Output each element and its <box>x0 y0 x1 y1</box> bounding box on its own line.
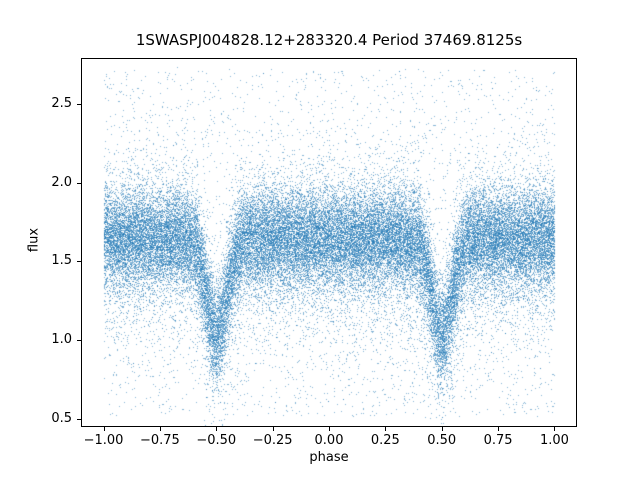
y-tick-label: 2.5 <box>51 95 72 111</box>
y-tick-mark <box>77 261 81 262</box>
y-tick-label: 1.0 <box>51 332 72 348</box>
y-tick-mark <box>77 183 81 184</box>
x-tick-label: 0.50 <box>427 433 457 448</box>
y-tick-label: 0.5 <box>51 411 72 427</box>
x-tick-mark <box>104 427 105 431</box>
x-tick-label: −1.00 <box>83 433 124 448</box>
x-tick-label: −0.50 <box>196 433 237 448</box>
y-axis-label: flux <box>26 227 42 253</box>
x-axis-label: phase <box>309 450 349 465</box>
x-tick-label: 0.00 <box>314 433 344 448</box>
x-tick-label: 0.75 <box>483 433 513 448</box>
x-tick-mark <box>385 427 386 431</box>
x-tick-label: 0.25 <box>370 433 400 448</box>
x-tick-mark <box>216 427 217 431</box>
x-tick-mark <box>442 427 443 431</box>
x-tick-mark <box>160 427 161 431</box>
x-tick-mark <box>554 427 555 431</box>
y-tick-mark <box>77 340 81 341</box>
y-tick-label: 1.5 <box>51 253 72 269</box>
y-tick-mark <box>77 104 81 105</box>
chart-title: 1SWASPJ004828.12+283320.4 Period 37469.8… <box>135 31 523 49</box>
x-tick-mark <box>273 427 274 431</box>
x-tick-label: −0.25 <box>252 433 293 448</box>
x-tick-label: −0.75 <box>139 433 180 448</box>
x-tick-label: 1.00 <box>539 433 569 448</box>
plot-area <box>81 58 577 427</box>
x-tick-mark <box>329 427 330 431</box>
scatter-points-canvas <box>82 59 576 426</box>
y-tick-label: 2.0 <box>51 174 72 190</box>
x-tick-mark <box>498 427 499 431</box>
y-tick-mark <box>77 419 81 420</box>
